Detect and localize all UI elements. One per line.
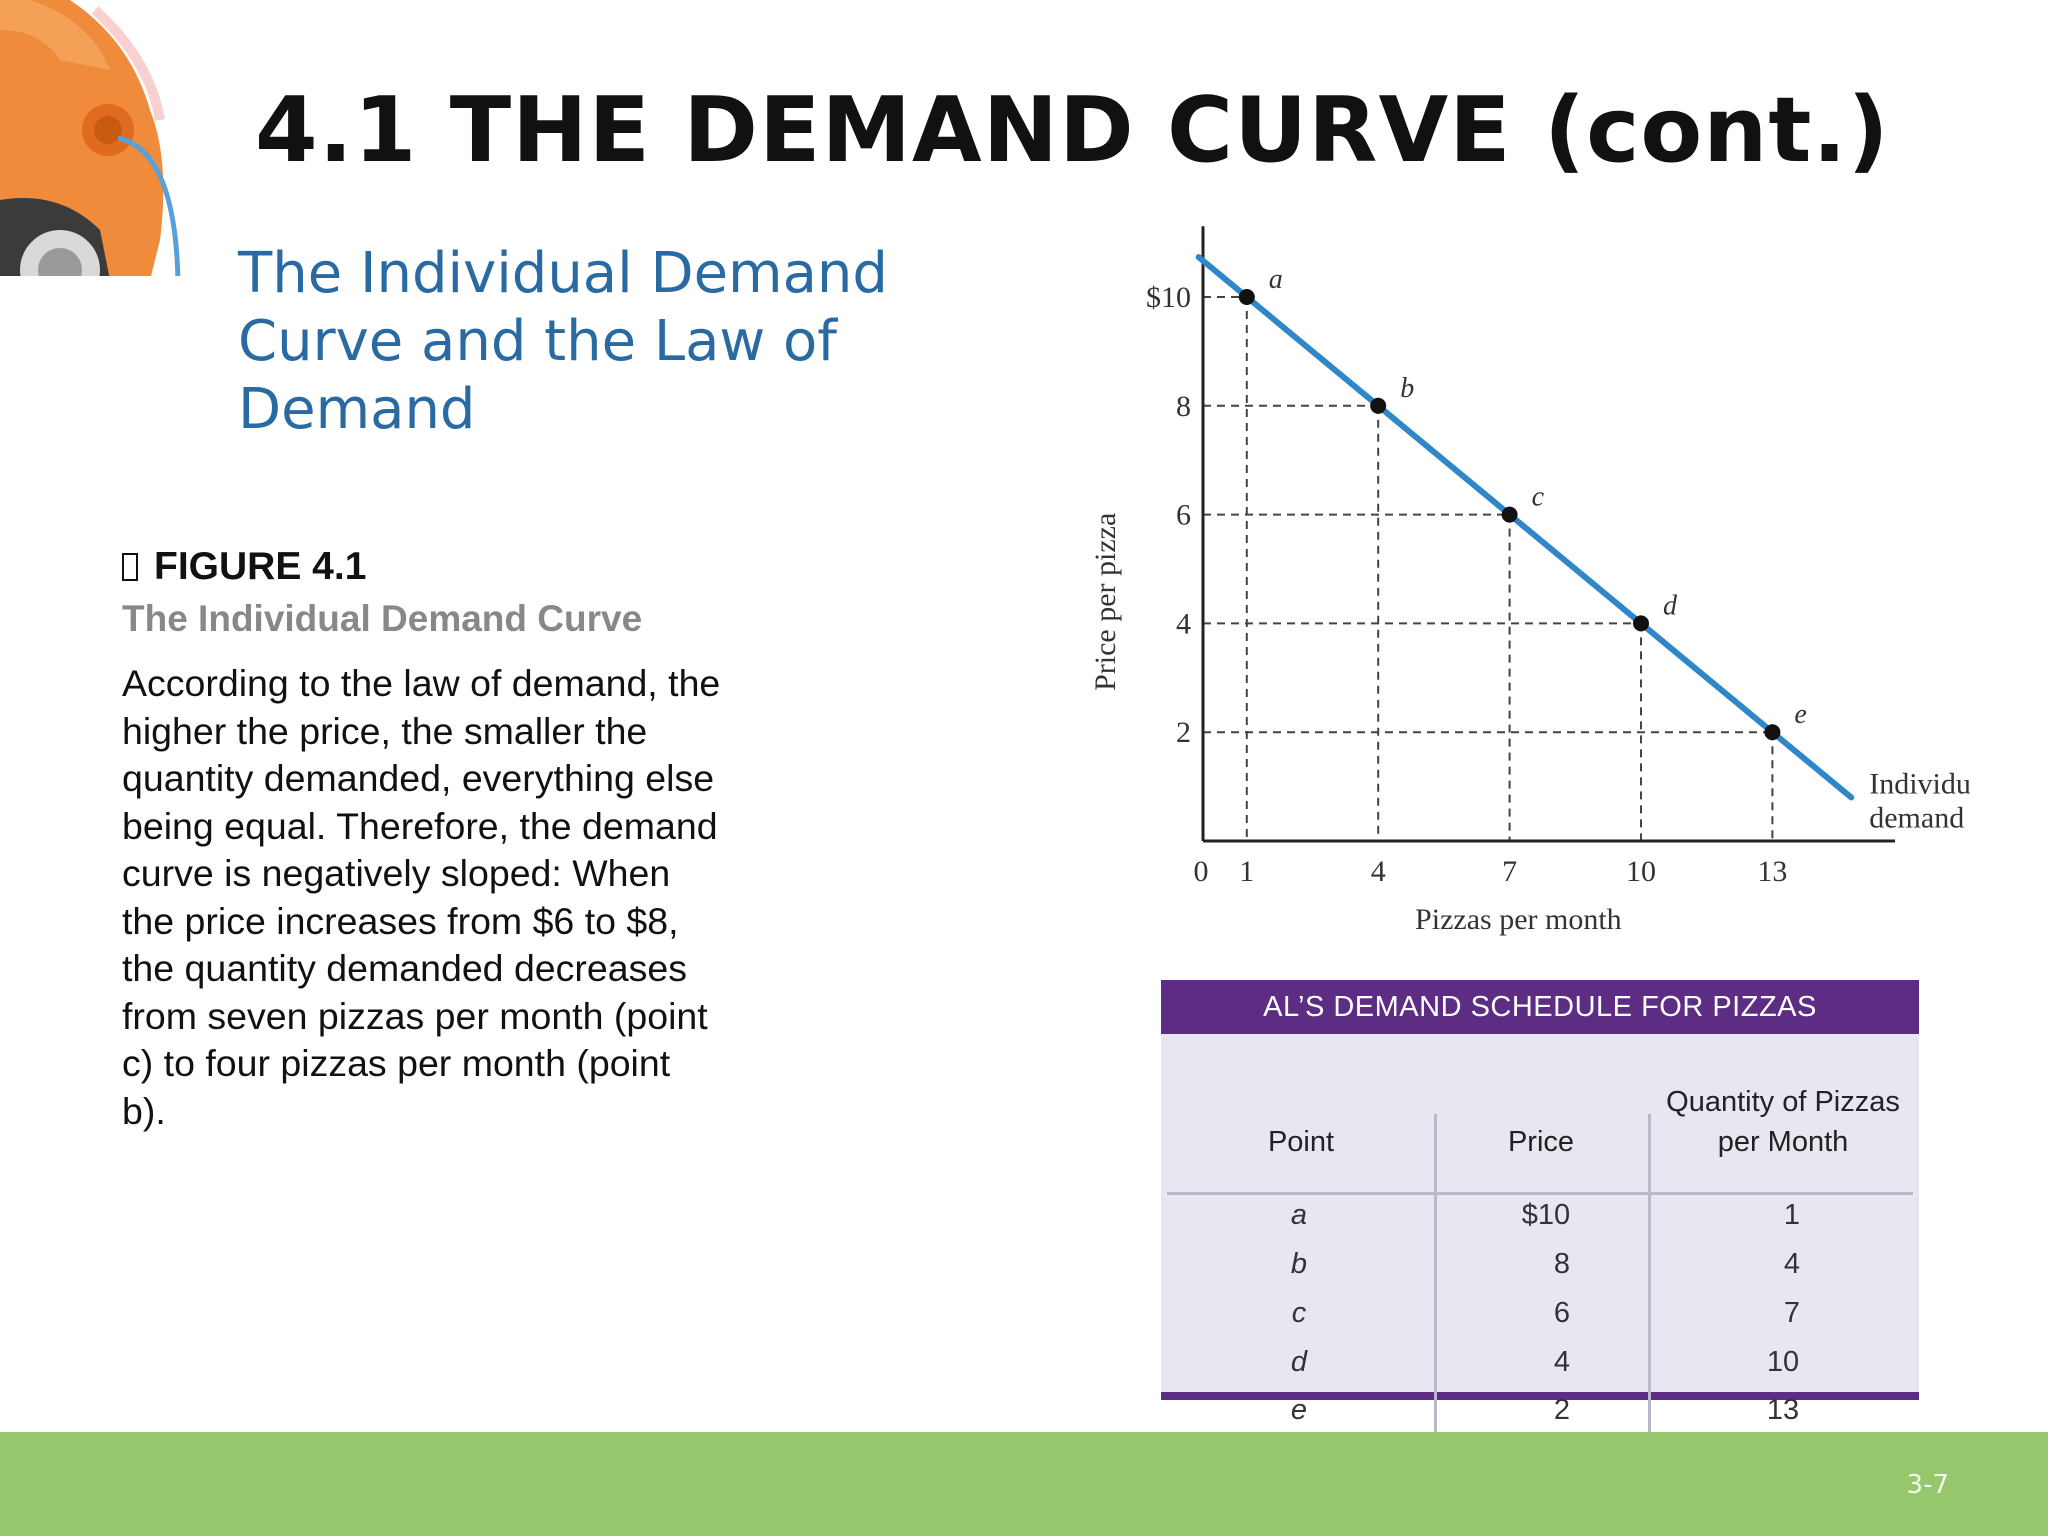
description-line: quantity demanded, everything else [122, 757, 715, 799]
description-line: the price increases from $6 to $8, [122, 899, 679, 942]
car-decoration-image [0, 0, 185, 280]
y-tick-label: 4 [1176, 607, 1191, 640]
cell-point: d [1290, 1346, 1308, 1378]
description-line: b). [122, 1089, 166, 1132]
column-header-quantity-line: Quantity of Pizzas [1666, 1086, 1900, 1118]
cell-price: 2 [1553, 1394, 1571, 1426]
figure-description: According to the law of demand, the high… [122, 660, 782, 1135]
column-divider [1434, 1114, 1437, 1444]
point-label-d: d [1663, 590, 1678, 621]
subtitle-line: Demand [238, 377, 476, 442]
x-tick-label: 0 [1194, 855, 1209, 888]
cell-point: a [1290, 1199, 1308, 1231]
x-axis-title: Pizzas per month [1415, 903, 1622, 936]
y-tick-label: 2 [1176, 716, 1191, 749]
description-line: curve is negatively sloped: When [122, 852, 671, 894]
schedule-body: Point Price Quantity of Pizzas per Month… [1161, 1034, 1919, 1444]
subtitle-line: The Individual Demand [238, 241, 888, 306]
column-header-point: Point [1267, 1126, 1335, 1158]
data-point-a [1238, 289, 1255, 305]
cell-quantity: 7 [1783, 1297, 1801, 1329]
series-label: demand [1869, 801, 1964, 834]
cell-price: $10 [1521, 1199, 1571, 1231]
description-line: higher the price, the smaller the [122, 709, 648, 752]
cell-quantity: 1 [1783, 1199, 1801, 1231]
x-tick-label: 4 [1371, 855, 1386, 888]
cell-point: e [1290, 1394, 1308, 1426]
demand-schedule-table: AL’S DEMAND SCHEDULE FOR PIZZAS Point Pr… [1161, 980, 1919, 1444]
figure-label: FIGURE 4.1 [122, 545, 366, 589]
subtitle-line: Curve and the Law of [238, 309, 837, 374]
column-divider [1648, 1114, 1651, 1444]
data-point-c [1501, 506, 1518, 523]
description-line: According to the law of demand, the [122, 662, 721, 704]
y-axis-title: Price per pizza [1089, 513, 1122, 691]
x-tick-label: 10 [1626, 855, 1656, 888]
schedule-title: AL’S DEMAND SCHEDULE FOR PIZZAS [1161, 980, 1919, 1034]
y-tick-label: 6 [1176, 499, 1191, 532]
x-tick-label: 13 [1757, 855, 1787, 888]
x-tick-label: 7 [1502, 855, 1517, 888]
cell-point: b [1290, 1248, 1308, 1280]
figure-caption: The Individual Demand Curve [122, 598, 643, 639]
header-divider [1167, 1192, 1913, 1195]
page-number: 3-7 [1906, 1470, 1949, 1500]
figure-label-text: FIGURE 4.1 [154, 545, 367, 588]
point-label-a: a [1269, 264, 1283, 295]
slide-title: 4.1 THE DEMAND CURVE (cont.) [255, 78, 1890, 183]
bullet-icon [122, 553, 138, 581]
data-point-e [1764, 724, 1781, 741]
demand-curve-chart: a b c d e $10 8 6 4 2 0 1 4 7 10 13 Pizzas per month Pric… [1089, 226, 1970, 936]
y-tick-label: $10 [1146, 281, 1191, 314]
point-label-e: e [1794, 699, 1806, 730]
description-line: from seven pizzas per month (point [122, 994, 708, 1037]
cell-price: 4 [1553, 1346, 1571, 1378]
column-header-quantity: Quantity of Pizzas per Month [1651, 1082, 1915, 1162]
column-header-quantity-line: per Month [1717, 1126, 1849, 1158]
cell-quantity: 13 [1766, 1394, 1800, 1426]
series-label: Individual [1869, 767, 1970, 800]
cell-price: 6 [1553, 1297, 1571, 1329]
x-tick-label: 1 [1239, 855, 1254, 888]
cell-price: 8 [1553, 1248, 1571, 1280]
description-line: c) to four pizzas per month (point [122, 1042, 671, 1084]
data-point-d [1633, 615, 1649, 632]
section-subtitle: The Individual Demand Curve and the Law … [238, 240, 938, 444]
description-line: the quantity demanded decreases [122, 947, 687, 989]
y-tick-label: 8 [1176, 390, 1191, 423]
cell-quantity: 4 [1783, 1248, 1801, 1280]
demand-curve-line [1195, 254, 1855, 801]
point-label-b: b [1400, 373, 1414, 404]
column-header-price: Price [1507, 1126, 1575, 1158]
footer-bar: 3-7 [0, 1432, 2048, 1536]
data-point-b [1370, 397, 1387, 414]
cell-point: c [1291, 1297, 1307, 1329]
description-line: being equal. Therefore, the demand [122, 804, 718, 847]
point-label-c: c [1532, 482, 1545, 513]
cell-quantity: 10 [1766, 1346, 1800, 1378]
